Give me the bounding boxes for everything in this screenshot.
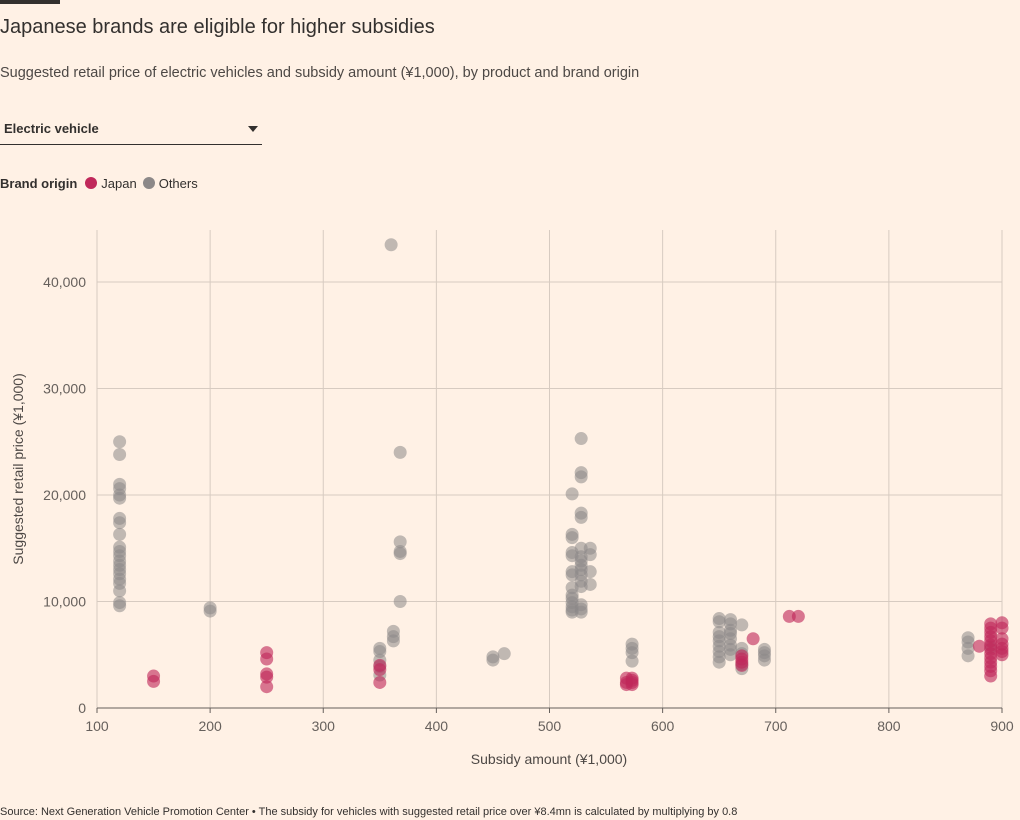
data-point-others: [113, 448, 127, 462]
legend-swatch-others: [142, 177, 155, 189]
source-note: Source: Next Generation Vehicle Promotio…: [0, 806, 738, 818]
data-point-others: [486, 653, 500, 667]
data-point-others: [113, 584, 127, 598]
data-point-others: [574, 470, 588, 484]
data-point-japan: [972, 639, 986, 653]
y-tick-label: 10,000: [43, 594, 86, 610]
legend-title: Brand origin: [0, 175, 78, 191]
data-point-others: [961, 649, 975, 663]
data-point-others: [574, 510, 588, 524]
legend-swatch-japan: [85, 177, 98, 189]
chevron-down-icon: [248, 126, 258, 132]
chart-title: Japanese brands are eligible for higher …: [0, 16, 435, 38]
data-point-others: [113, 435, 127, 449]
x-tick-label: 100: [85, 718, 109, 734]
data-point-japan: [984, 669, 998, 683]
data-point-others: [113, 527, 127, 541]
data-point-others: [203, 604, 217, 618]
data-point-japan: [735, 658, 749, 672]
data-point-others: [393, 445, 407, 459]
data-point-japan: [373, 675, 387, 689]
legend-item-others[interactable]: Others: [142, 175, 198, 191]
data-point-others: [393, 595, 407, 608]
data-point-japan: [782, 609, 796, 623]
data-point-others: [625, 654, 639, 668]
data-point-others: [712, 655, 726, 669]
scatter-chart: 100 200 300 400 500 600 700 800 900 0 10,000 20,000…: [10, 230, 1014, 767]
data-point-others: [386, 634, 400, 648]
x-tick-label: 500: [538, 718, 562, 734]
dropdown-selected-value: Electric vehicle: [4, 121, 99, 136]
y-tick-label: 40,000: [43, 274, 86, 290]
data-point-others: [384, 238, 398, 252]
data-point-japan: [260, 652, 274, 666]
data-point-others: [583, 565, 597, 579]
data-point-japan: [147, 674, 161, 688]
data-point-others: [583, 577, 597, 591]
data-point-others: [757, 653, 771, 667]
y-tick-label: 20,000: [43, 487, 86, 503]
data-point-others: [565, 487, 579, 501]
data-point-others: [113, 491, 127, 505]
data-point-others: [113, 516, 127, 530]
legend-item-japan[interactable]: Japan: [85, 175, 137, 191]
data-point-others: [393, 547, 407, 561]
data-point-japan: [746, 632, 760, 646]
data-point-others: [574, 432, 588, 446]
data-point-japan: [260, 680, 274, 694]
data-point-others: [565, 531, 579, 545]
x-tick-label: 200: [198, 718, 222, 734]
data-point-japan: [373, 663, 387, 677]
brand-top-bar: [0, 0, 60, 4]
data-point-others: [113, 599, 127, 613]
legend-label-others: Others: [158, 175, 198, 191]
x-tick-label: 700: [764, 718, 788, 734]
y-axis-title: Suggested retail price (¥1,000): [10, 373, 26, 564]
x-tick-label: 900: [990, 718, 1014, 734]
data-point-others: [497, 647, 511, 661]
x-tick-label: 400: [425, 718, 449, 734]
data-point-others: [724, 648, 737, 662]
chart-subtitle: Suggested retail price of electric vehic…: [0, 65, 640, 81]
legend-label-japan: Japan: [101, 175, 137, 191]
x-tick-label: 600: [651, 718, 675, 734]
data-point-others: [393, 535, 407, 549]
y-tick-label: 30,000: [43, 381, 86, 397]
data-point-japan: [995, 621, 1009, 635]
data-point-others: [735, 618, 749, 632]
x-axis-title: Subsidy amount (¥1,000): [471, 751, 627, 767]
data-point-japan: [995, 648, 1009, 662]
data-point-others: [583, 548, 597, 562]
data-point-japan: [791, 609, 805, 623]
x-tick-label: 300: [312, 718, 336, 734]
x-tick-label: 800: [877, 718, 901, 734]
vehicle-type-dropdown[interactable]: Electric vehicle: [0, 112, 262, 145]
data-point-others: [574, 605, 588, 619]
data-point-japan: [260, 670, 274, 684]
data-point-others: [712, 615, 726, 629]
data-point-japan: [625, 678, 639, 692]
legend: Brand origin Japan Others: [0, 175, 204, 191]
y-tick-label: 0: [78, 700, 86, 716]
